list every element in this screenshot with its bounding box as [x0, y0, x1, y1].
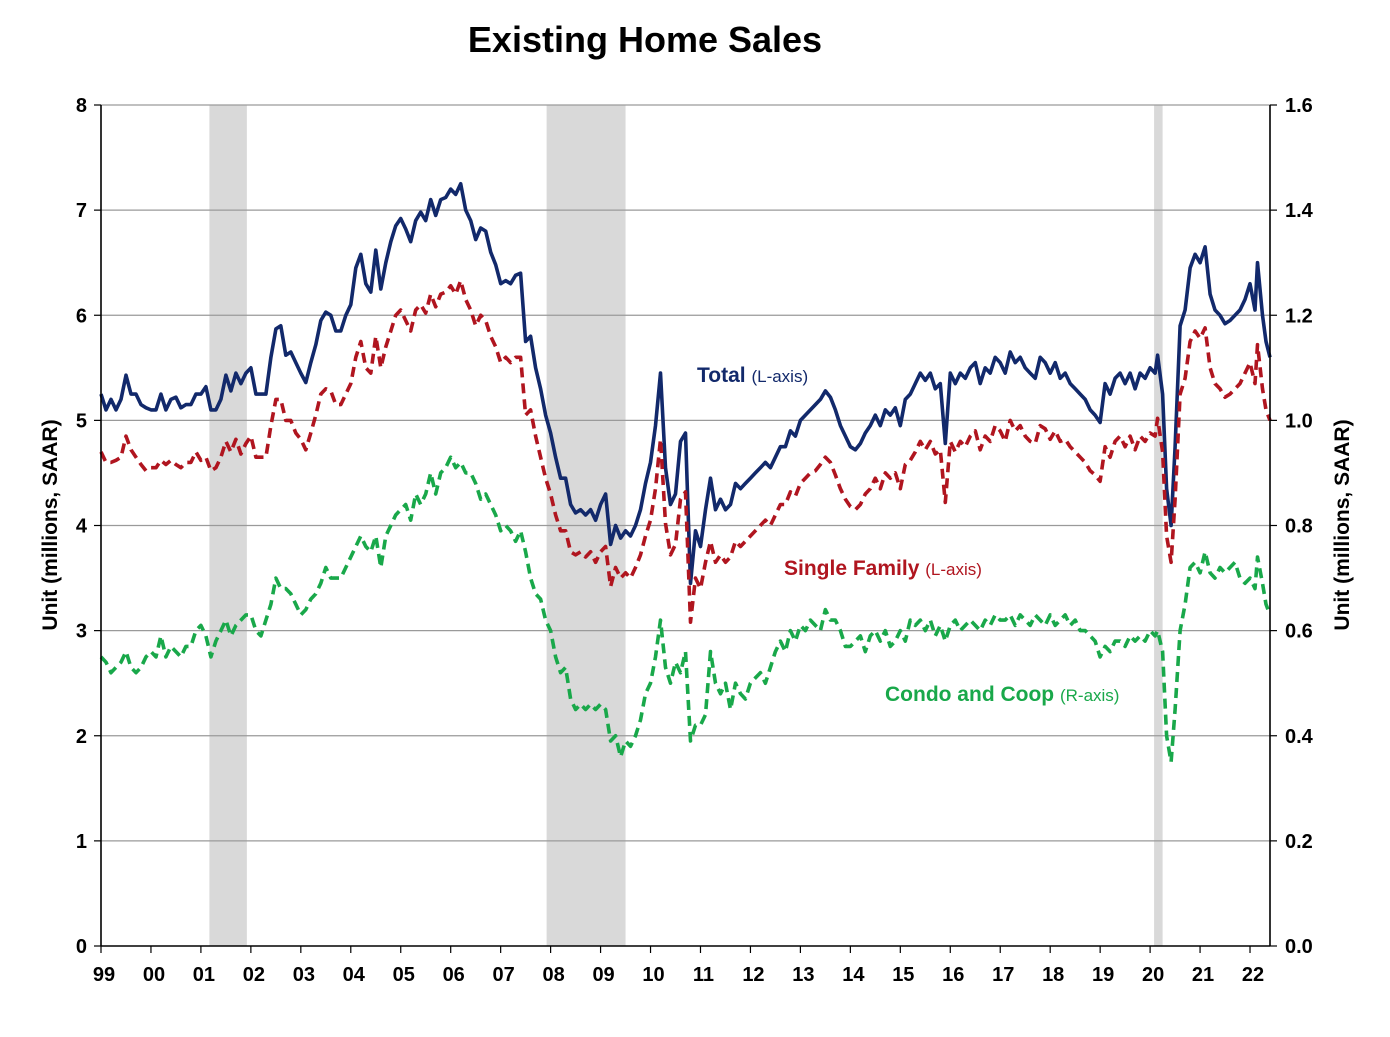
series-labels: Total (L-axis)Single Family (L-axis)Cond… — [697, 364, 1119, 706]
y-tick-label-left: 2 — [76, 726, 87, 748]
x-tick-label: 08 — [542, 964, 564, 986]
series-name: Condo and Coop — [885, 683, 1060, 706]
x-tick-label: 10 — [642, 964, 664, 986]
x-tick-label: 13 — [792, 964, 814, 986]
y-tick-label-left: 1 — [76, 831, 87, 853]
x-tick-label: 01 — [193, 964, 215, 986]
x-tick-label: 07 — [493, 964, 515, 986]
series-line-single-family — [99, 278, 1272, 624]
y-tick-label-left: 5 — [76, 410, 87, 432]
y-axis-right-title: Unit (millions, SAAR) — [1331, 419, 1354, 630]
x-tick-label: 06 — [443, 964, 465, 986]
y-tick-label-right: 0.8 — [1285, 516, 1313, 538]
x-tick-label: 19 — [1092, 964, 1114, 986]
x-tick-label: 03 — [293, 964, 315, 986]
x-tick-label: 12 — [742, 964, 764, 986]
x-tick-label: 11 — [693, 964, 714, 986]
y-tick-label-left: 0 — [76, 936, 87, 958]
y-axis-left-title: Unit (millions, SAAR) — [39, 419, 62, 630]
series-name: Single Family — [784, 557, 925, 580]
y-tick-label-right: 1.2 — [1285, 305, 1313, 327]
x-tick-label: 16 — [942, 964, 964, 986]
x-tick-label: 05 — [393, 964, 415, 986]
x-tick-label: 22 — [1242, 964, 1264, 986]
x-tick-label: 04 — [343, 964, 366, 986]
x-tick-label: 20 — [1142, 964, 1164, 986]
y-tick-label-left: 3 — [76, 621, 87, 643]
axes: 0 0.0 1 0.2 2 0.4 3 0.6 4 0.8 5 1.0 6 1.2 7 1.4 8 1.6 99 00… — [76, 95, 1314, 986]
y-tick-label-right: 1.0 — [1285, 410, 1313, 432]
y-tick-label-right: 0.4 — [1285, 726, 1314, 748]
x-tick-label: 18 — [1042, 964, 1064, 986]
y-tick-label-left: 4 — [76, 516, 88, 538]
y-tick-label-left: 7 — [76, 200, 87, 222]
series-line-total — [99, 182, 1272, 586]
series-axis-note: (L-axis) — [751, 367, 808, 386]
y-tick-label-right: 0.0 — [1285, 936, 1313, 958]
y-tick-label-right: 1.6 — [1285, 95, 1313, 117]
series-axis-note: (L-axis) — [925, 560, 982, 579]
x-tick-label: 14 — [842, 964, 865, 986]
x-tick-label: 99 — [93, 964, 115, 986]
series-name: Total — [697, 364, 751, 387]
x-tick-label: 15 — [892, 964, 914, 986]
y-tick-label-left: 8 — [76, 95, 87, 117]
series-label-total: Total (L-axis) — [697, 364, 808, 387]
series-lines — [99, 182, 1272, 764]
x-tick-label: 02 — [243, 964, 265, 986]
series-label-condo-and-coop: Condo and Coop (R-axis) — [885, 683, 1119, 706]
chart-title: Existing Home Sales — [468, 19, 822, 60]
series-label-single-family: Single Family (L-axis) — [784, 557, 982, 580]
y-tick-label-right: 0.2 — [1285, 831, 1313, 853]
series-axis-note: (R-axis) — [1060, 686, 1120, 705]
y-tick-label-left: 6 — [76, 305, 87, 327]
x-tick-label: 09 — [592, 964, 614, 986]
y-tick-label-right: 1.4 — [1285, 200, 1314, 222]
x-tick-label: 21 — [1192, 964, 1214, 986]
x-tick-label: 00 — [143, 964, 165, 986]
x-tick-label: 17 — [992, 964, 1014, 986]
y-tick-label-right: 0.6 — [1285, 621, 1313, 643]
series-line-condo-and-coop — [99, 455, 1272, 764]
